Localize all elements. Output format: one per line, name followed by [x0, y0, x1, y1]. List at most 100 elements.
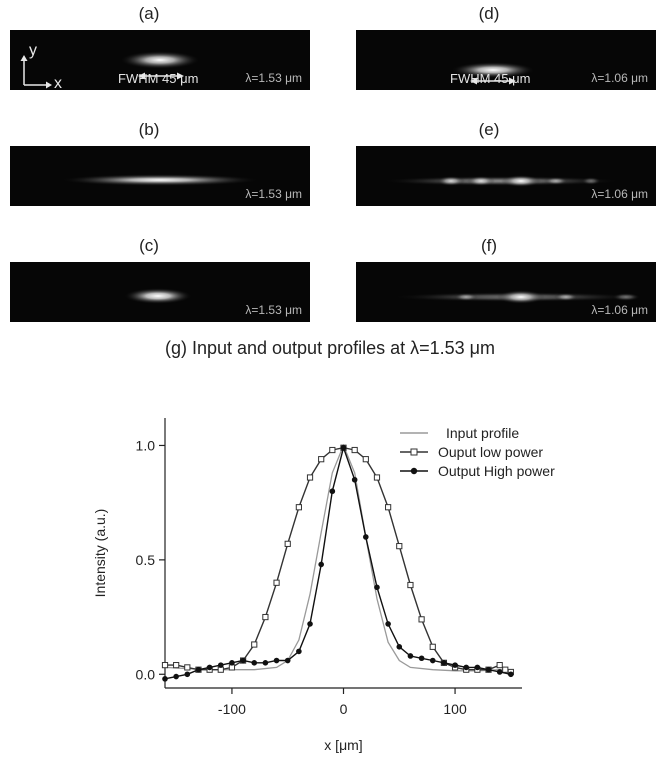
- panel-e-wavelength: λ=1.06 μm: [591, 187, 648, 201]
- x-tick-label: 100: [443, 701, 467, 717]
- data-point-open-square: [184, 664, 191, 671]
- data-point-filled-circle: [318, 561, 324, 568]
- data-point-open-square: [273, 579, 280, 586]
- legend-marker-circle: [410, 467, 418, 475]
- data-point-filled-circle: [363, 534, 369, 540]
- data-point-open-square: [351, 446, 358, 454]
- panel-a-wavelength: λ=1.53 μm: [245, 71, 302, 85]
- plot-title: (g) Input and output profiles at λ=1.53 …: [164, 338, 496, 358]
- panel-e-image: λ=1.06 μm: [356, 146, 656, 206]
- data-point-filled-circle: [441, 660, 447, 666]
- panel-f-wavelength: λ=1.06 μm: [591, 303, 648, 317]
- x-tick-label: -100: [218, 701, 246, 717]
- data-point-open-square: [173, 662, 180, 669]
- y-tick-label: 1.0: [136, 437, 156, 453]
- data-point-filled-circle: [407, 653, 414, 659]
- data-point-filled-circle: [273, 657, 280, 664]
- data-point-open-square: [362, 456, 369, 463]
- data-point-open-square: [329, 446, 336, 454]
- data-point-filled-circle: [496, 669, 503, 675]
- series-line-3: [164, 445, 511, 680]
- data-point-open-square: [306, 474, 314, 481]
- panel-a-label: (a): [138, 4, 160, 23]
- data-point-open-square: [396, 543, 403, 550]
- data-point-open-square: [496, 662, 503, 669]
- data-point-filled-circle: [385, 621, 391, 627]
- panel-a-beam: [120, 51, 200, 80]
- data-point-filled-circle: [418, 655, 425, 662]
- data-point-open-square: [295, 504, 302, 511]
- data-point-filled-circle: [329, 488, 336, 495]
- data-point-filled-circle: [374, 584, 380, 591]
- data-point-open-square: [373, 474, 381, 481]
- data-point-open-square: [284, 540, 291, 547]
- data-point-filled-circle: [173, 673, 179, 680]
- data-point-open-square: [161, 662, 169, 669]
- data-point-filled-circle: [240, 657, 246, 664]
- data-point-filled-circle: [508, 671, 514, 678]
- data-point-open-square: [385, 504, 392, 511]
- y-tick-label: 0.0: [136, 666, 156, 682]
- panel-b-beam: [60, 174, 260, 186]
- panel-b-image: λ=1.53 μm: [10, 146, 310, 206]
- panel-f-label: (f): [480, 236, 498, 255]
- data-point-open-square: [418, 616, 425, 623]
- data-point-filled-circle: [251, 660, 258, 666]
- panel-e-label: (e): [478, 120, 500, 139]
- data-point-filled-circle: [195, 666, 202, 673]
- data-point-open-square: [318, 456, 325, 463]
- data-point-filled-circle: [474, 664, 481, 671]
- data-point-filled-circle: [284, 657, 291, 664]
- panel-d-wavelength: λ=1.06 μm: [591, 71, 648, 85]
- data-point-filled-circle: [307, 621, 313, 627]
- data-point-filled-circle: [162, 676, 168, 682]
- data-point-filled-circle: [206, 664, 213, 671]
- data-point-filled-circle: [217, 662, 224, 668]
- data-point-open-square: [407, 581, 414, 589]
- panel-f-beam: [391, 290, 641, 304]
- data-point-filled-circle: [296, 648, 302, 655]
- panel-c-wavelength: λ=1.53 μm: [245, 303, 302, 317]
- axis-y-label: y: [29, 42, 37, 59]
- panel-a-image: y x FWHM 45 μm λ=1.53 μm: [10, 30, 310, 90]
- panel-b-wavelength: λ=1.53 μm: [245, 187, 302, 201]
- axis-x-label: x: [54, 75, 62, 90]
- legend-marker-square: [410, 448, 418, 456]
- data-point-filled-circle: [396, 644, 403, 650]
- data-point-filled-circle: [463, 664, 470, 671]
- y-axis-label: Intensity (a.u.): [92, 509, 108, 598]
- data-point-filled-circle: [485, 666, 492, 673]
- panel-e-beam: [381, 175, 621, 187]
- legend-label: Input profile: [446, 425, 519, 441]
- data-point-filled-circle: [429, 657, 436, 664]
- panel-d-fwhm: FWHM 45 μm: [450, 71, 531, 86]
- data-point-open-square: [429, 643, 436, 650]
- panel-f-image: λ=1.06 μm: [356, 262, 656, 322]
- xy-axes-icon: [20, 55, 52, 89]
- panel-c-image: λ=1.53 μm: [10, 262, 310, 322]
- series-line-2: [165, 446, 512, 673]
- x-tick-label: 0: [340, 701, 348, 717]
- series-line-1: [164, 443, 511, 672]
- data-point-filled-circle: [262, 660, 269, 666]
- data-point-filled-circle: [351, 476, 358, 483]
- legend-label: Ouput low power: [438, 444, 543, 460]
- panel-d-image: FWHM 45 μm λ=1.06 μm: [356, 30, 656, 90]
- x-axis-label: x [μm]: [324, 737, 362, 753]
- data-point-open-square: [251, 641, 258, 648]
- legend-label: Output High power: [438, 463, 555, 479]
- panel-d-label: (d): [478, 4, 500, 23]
- panel-a-fwhm: FWHM 45 μm: [118, 71, 199, 86]
- data-point-open-square: [502, 666, 509, 673]
- panel-b-label: (b): [138, 120, 160, 139]
- data-point-filled-circle: [184, 671, 191, 678]
- y-tick-label: 0.5: [136, 552, 156, 568]
- data-point-filled-circle: [452, 662, 458, 668]
- data-point-filled-circle: [340, 444, 347, 451]
- data-point-open-square: [262, 613, 269, 621]
- panel-c-label: (c): [139, 236, 159, 255]
- data-point-filled-circle: [229, 660, 235, 666]
- panel-d-beam: [451, 62, 535, 85]
- panel-c-beam: [124, 288, 192, 304]
